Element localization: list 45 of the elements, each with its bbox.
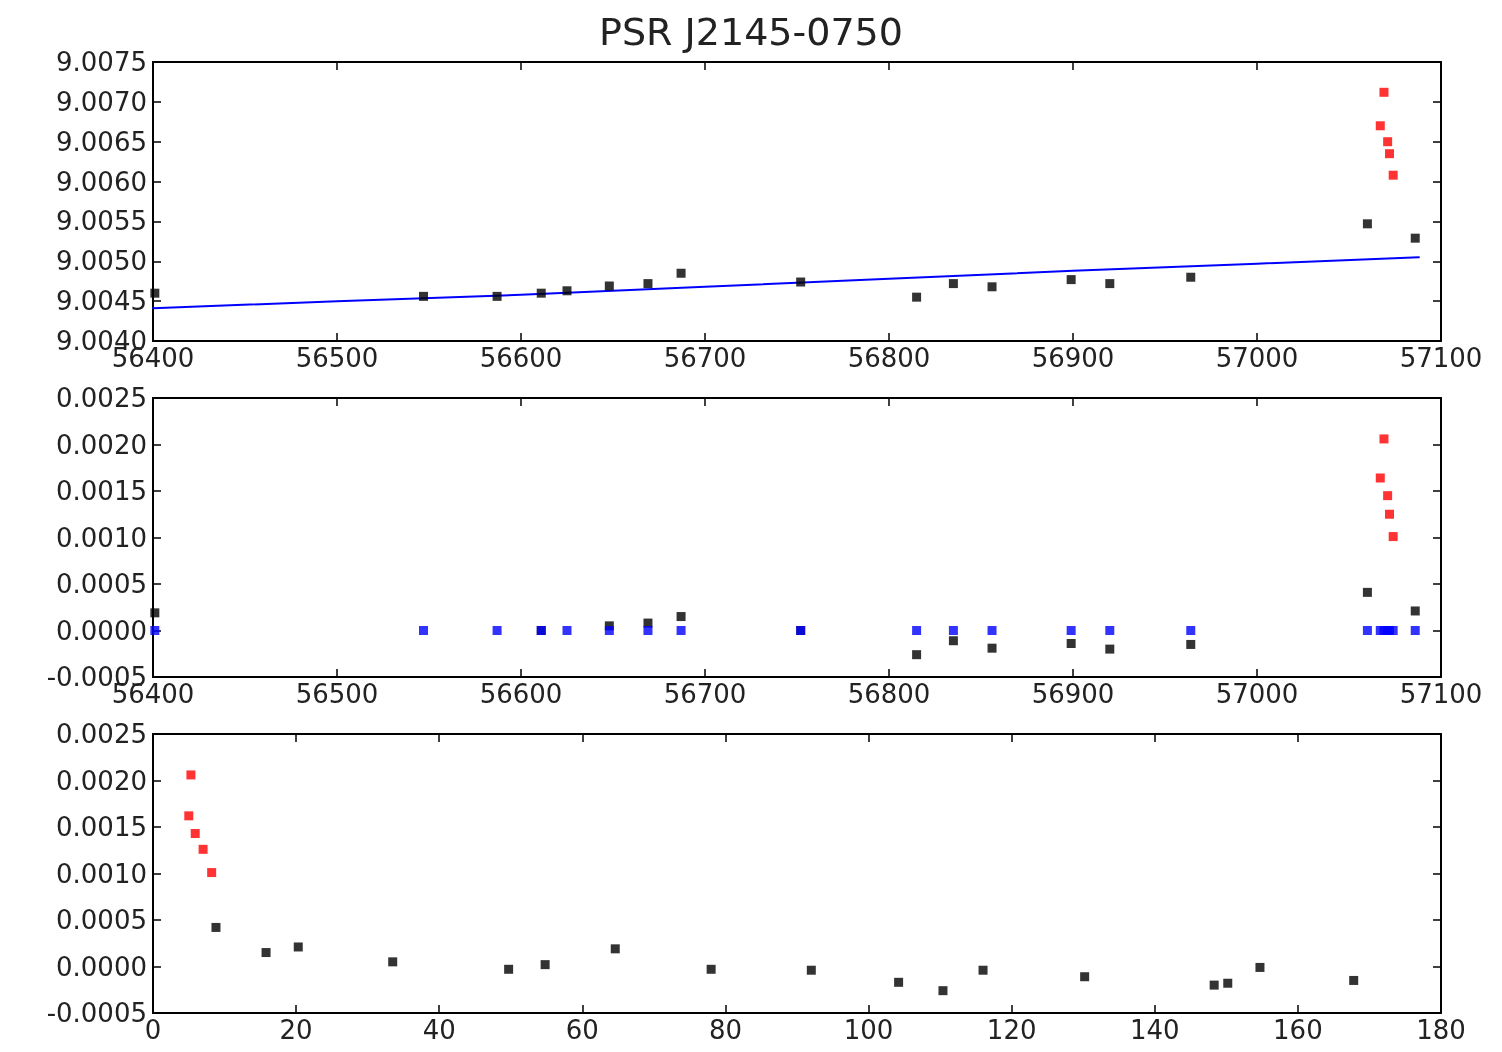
- y-tick-label: 0.0025: [56, 719, 147, 749]
- y-tick-label: 0.0015: [56, 476, 147, 506]
- y-tick-label: 9.0075: [56, 47, 147, 77]
- y-tick-label: 9.0070: [56, 86, 147, 117]
- x-tick-label: 140: [1129, 1015, 1180, 1045]
- x-tick-label: 57100: [1399, 343, 1483, 373]
- x-tick-label: 56700: [663, 343, 747, 373]
- x-tick-label: 56900: [1031, 343, 1115, 373]
- y-tick-label: 0.0005: [56, 905, 147, 935]
- x-tick-label: 57000: [1215, 343, 1299, 373]
- x-tick-label: 56500: [295, 679, 379, 709]
- x-tick-label: 0: [144, 1015, 162, 1045]
- x-tick-label: 56600: [479, 679, 563, 709]
- x-tick-label: 100: [843, 1015, 894, 1045]
- y-tick-label: 9.0055: [56, 206, 147, 237]
- y-tick-label: 0.0015: [56, 812, 147, 842]
- y-tick-label: 0.0005: [56, 569, 147, 599]
- x-tick-label: 20: [279, 1015, 313, 1045]
- chart-title: PSR J2145-0750: [599, 10, 903, 54]
- x-tick-label: 56600: [479, 343, 563, 373]
- y-tick-label: 0.0010: [56, 858, 147, 889]
- y-tick-label: -0.0005: [46, 998, 147, 1028]
- x-tick-label: 160: [1273, 1015, 1323, 1045]
- y-tick-label: 0.0000: [56, 615, 147, 646]
- x-tick-label: 56700: [663, 679, 747, 709]
- y-tick-label: 9.0045: [56, 286, 147, 317]
- y-tick-label: 0.0010: [56, 522, 147, 553]
- x-tick-label: 56800: [847, 679, 931, 709]
- x-tick-label: 56900: [1031, 679, 1115, 709]
- y-tick-label: 0.0020: [56, 765, 147, 796]
- x-tick-label: 56500: [295, 343, 379, 373]
- x-tick-label: 180: [1416, 1015, 1466, 1045]
- x-tick-label: 80: [708, 1015, 742, 1045]
- y-tick-label: 9.0065: [56, 126, 147, 157]
- x-tick-label: 57100: [1399, 679, 1483, 709]
- y-tick-label: 9.0050: [56, 246, 147, 277]
- x-tick-label: 120: [986, 1015, 1037, 1045]
- x-tick-label: 56800: [847, 343, 931, 373]
- y-tick-label: 0.0020: [56, 429, 147, 460]
- y-tick-label: 0.0025: [56, 383, 147, 413]
- y-tick-label: 0.0000: [56, 951, 147, 982]
- x-tick-label: 57000: [1215, 679, 1299, 709]
- x-tick-label: 40: [422, 1015, 456, 1045]
- y-tick-label: 9.0060: [56, 166, 147, 197]
- x-tick-label: 60: [565, 1015, 599, 1045]
